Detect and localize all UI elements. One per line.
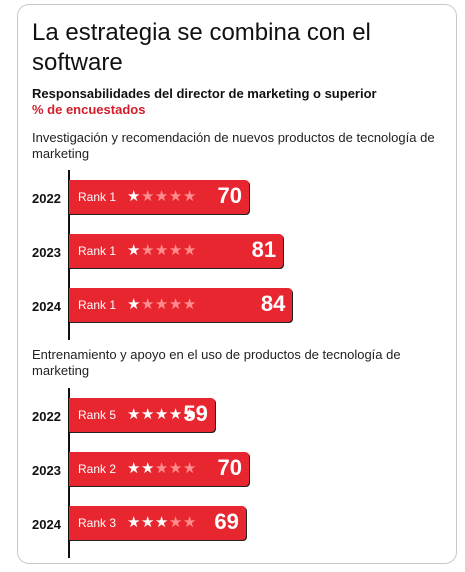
star-rating: ★★★★★ [127, 459, 197, 477]
chart-title: La estrategia se combina con el software [32, 19, 371, 76]
star-rating: ★★★★★ [127, 405, 197, 423]
star-icon: ★ [154, 188, 169, 205]
star-icon: ★ [168, 406, 183, 423]
bar: Rank 1 ★★★★★ 70 [69, 180, 249, 214]
year-label: 2022 [32, 409, 61, 424]
star-icon: ★ [182, 514, 197, 531]
rank-label: Rank 1 [78, 244, 117, 258]
chart-subtitle: Responsabilidades del director de market… [32, 86, 377, 101]
rank-label: Rank 1 [78, 190, 117, 204]
star-icon: ★ [168, 460, 183, 477]
section-title-training: Entrenamiento y apoyo en el uso de produ… [32, 347, 401, 378]
star-icon: ★ [168, 242, 183, 259]
star-rating: ★★★★★ [127, 513, 197, 531]
star-icon: ★ [127, 406, 141, 423]
year-label: 2023 [32, 463, 61, 478]
star-icon: ★ [140, 460, 155, 477]
star-rating: ★★★★★ [127, 241, 197, 259]
star-icon: ★ [140, 406, 155, 423]
star-icon: ★ [168, 188, 183, 205]
star-icon: ★ [127, 188, 141, 205]
star-icon: ★ [182, 460, 197, 477]
value-label: 70 [217, 183, 242, 208]
star-icon: ★ [140, 296, 155, 313]
star-icon: ★ [168, 514, 183, 531]
section-title-research: Investigación y recomendación de nuevos … [32, 130, 435, 161]
star-icon: ★ [182, 296, 197, 313]
rank-label: Rank 5 [78, 408, 117, 422]
year-label: 2024 [32, 517, 61, 532]
star-icon: ★ [154, 242, 169, 259]
year-label: 2022 [32, 191, 61, 206]
star-icon: ★ [182, 242, 197, 259]
bar: Rank 2 ★★★★★ 70 [69, 452, 249, 486]
star-icon: ★ [140, 188, 155, 205]
star-icon: ★ [182, 406, 197, 423]
star-rating: ★★★★★ [127, 187, 197, 205]
star-icon: ★ [127, 242, 141, 259]
star-icon: ★ [127, 514, 141, 531]
star-icon: ★ [154, 296, 169, 313]
value-label: 81 [251, 237, 277, 262]
unit-label: % de encuestados [32, 102, 146, 117]
bar: Rank 1 ★★★★★ 81 [69, 234, 284, 268]
star-rating: ★★★★★ [127, 295, 197, 313]
star-icon: ★ [127, 460, 141, 477]
axis-line [68, 388, 70, 558]
year-label: 2023 [32, 245, 61, 260]
star-icon: ★ [140, 242, 155, 259]
star-icon: ★ [127, 296, 141, 313]
rank-label: Rank 2 [78, 462, 117, 476]
star-icon: ★ [182, 188, 197, 205]
star-icon: ★ [154, 406, 169, 423]
star-icon: ★ [154, 514, 169, 531]
value-label: 69 [214, 509, 239, 534]
bar: Rank 3 ★★★★★ 69 [69, 506, 246, 540]
axis-line [68, 170, 70, 340]
bar: Rank 1 ★★★★★ 84 [69, 288, 293, 322]
value-label: 84 [260, 291, 286, 316]
star-icon: ★ [168, 296, 183, 313]
year-label: 2024 [32, 299, 61, 314]
rank-label: Rank 1 [78, 298, 117, 312]
value-label: 70 [217, 455, 242, 480]
bar: Rank 5 ★★★★★ 59 [69, 398, 215, 432]
star-icon: ★ [154, 460, 169, 477]
rank-label: Rank 3 [78, 516, 117, 530]
star-icon: ★ [140, 514, 155, 531]
value-label: 59 [183, 401, 208, 426]
